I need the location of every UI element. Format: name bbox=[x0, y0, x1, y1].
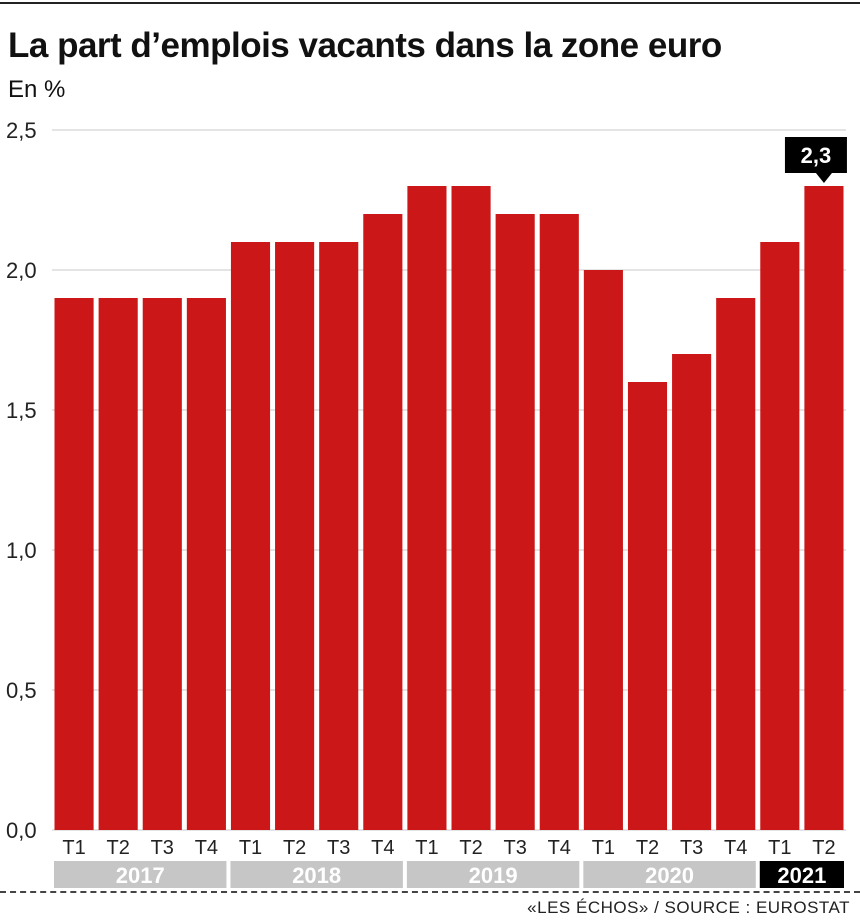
x-tick-label: T3 bbox=[327, 837, 350, 859]
year-label: 2017 bbox=[116, 863, 165, 888]
year-label: 2019 bbox=[469, 863, 518, 888]
value-callout bbox=[784, 137, 847, 173]
bar bbox=[54, 298, 94, 830]
bar bbox=[142, 298, 182, 830]
bar bbox=[539, 214, 579, 830]
year-band bbox=[230, 861, 403, 888]
chart-unit-label: En % bbox=[8, 76, 66, 103]
x-tick-label: T2 bbox=[812, 837, 835, 859]
bar bbox=[627, 382, 668, 830]
year-label: 2018 bbox=[292, 863, 341, 888]
bar bbox=[230, 242, 271, 830]
y-tick-label: 0,5 bbox=[6, 678, 37, 703]
x-tick-label: T3 bbox=[503, 837, 526, 859]
x-tick-label: T2 bbox=[106, 837, 129, 859]
bar bbox=[804, 186, 844, 830]
x-tick-label: T4 bbox=[548, 837, 571, 859]
x-tick-label: T3 bbox=[151, 837, 174, 859]
year-band bbox=[54, 861, 227, 888]
x-tick-label: T2 bbox=[459, 837, 482, 859]
y-tick-label: 2,5 bbox=[6, 118, 37, 143]
bar bbox=[672, 354, 712, 830]
bar bbox=[98, 298, 138, 830]
y-tick-label: 1,5 bbox=[6, 398, 37, 423]
bar bbox=[495, 214, 535, 830]
callout-value-label: 2,3 bbox=[801, 143, 832, 168]
bar bbox=[583, 270, 623, 830]
x-tick-label: T2 bbox=[283, 837, 306, 859]
x-tick-label: T1 bbox=[592, 837, 615, 859]
y-tick-label: 0,0 bbox=[6, 818, 37, 843]
x-tick-label: T1 bbox=[768, 837, 791, 859]
x-tick-label: T1 bbox=[62, 837, 85, 859]
bar bbox=[186, 298, 226, 830]
top-rule bbox=[0, 2, 860, 4]
x-tick-label: T1 bbox=[415, 837, 438, 859]
x-tick-label: T4 bbox=[371, 837, 394, 859]
y-tick-label: 1,0 bbox=[6, 538, 37, 563]
year-band bbox=[759, 861, 844, 888]
chart-title: La part d’emplois vacants dans la zone e… bbox=[8, 26, 722, 65]
year-band bbox=[406, 861, 580, 888]
x-tick-label: T1 bbox=[239, 837, 262, 859]
bar bbox=[407, 186, 447, 830]
bar bbox=[319, 242, 359, 830]
x-tick-label: T4 bbox=[724, 837, 747, 859]
bar bbox=[760, 242, 800, 830]
x-tick-label: T2 bbox=[636, 837, 659, 859]
year-label: 2020 bbox=[645, 863, 694, 888]
callout-pointer bbox=[815, 173, 832, 183]
x-tick-label: T3 bbox=[680, 837, 703, 859]
bar-chart: 0,0 0,5 1,0 1,5 2,0 2,5 T1 T2 T3 T4 T1 T2 T3 T4 T1 T2 T3… bbox=[6, 118, 847, 888]
bar bbox=[451, 186, 491, 830]
year-label: 2021 bbox=[777, 863, 826, 888]
footer-divider bbox=[0, 891, 860, 893]
x-tick-label: T4 bbox=[195, 837, 218, 859]
bar bbox=[275, 242, 315, 830]
bar bbox=[363, 214, 403, 830]
bar bbox=[716, 298, 756, 830]
year-band bbox=[583, 861, 756, 888]
y-tick-label: 2,0 bbox=[6, 258, 37, 283]
source-credit: «LES ÉCHOS» / SOURCE : EUROSTAT bbox=[527, 898, 850, 917]
